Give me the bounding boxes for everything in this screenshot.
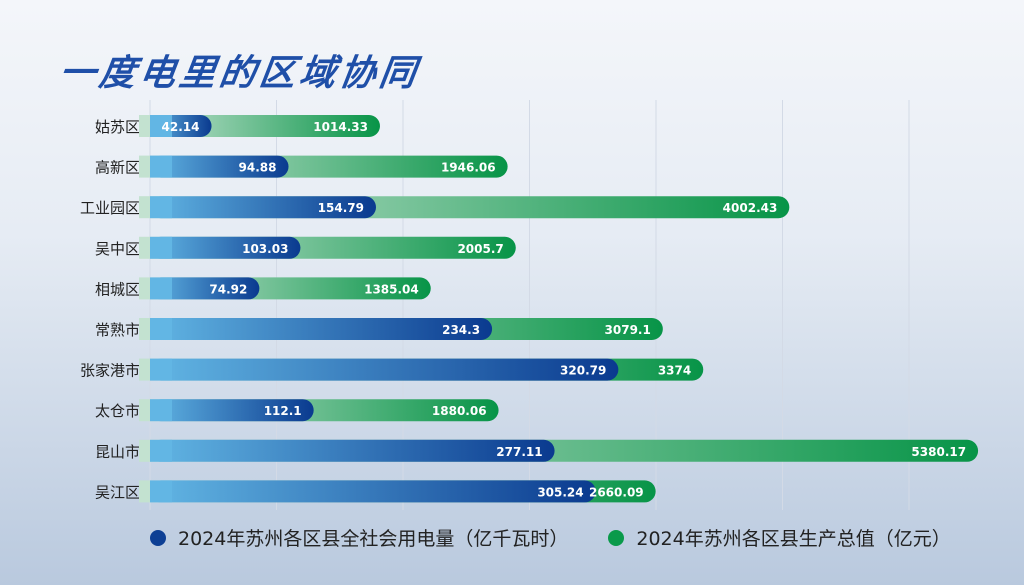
category-label: 常熟市: [95, 321, 140, 339]
legend-dot-blue: [150, 529, 166, 546]
category-label: 张家港市: [80, 362, 140, 380]
data-label-electricity: 154.79: [318, 201, 364, 215]
data-label-electricity: 42.14: [162, 120, 200, 134]
legend-label: 2024年苏州各区县生产总值（亿元）: [636, 528, 951, 550]
category-label: 姑苏区: [95, 118, 140, 136]
category-label: 太仓市: [95, 402, 140, 420]
bar-electricity: [150, 318, 493, 340]
data-label-electricity: 112.1: [264, 404, 302, 418]
data-label-gdp: 4002.43: [723, 201, 778, 215]
data-label-electricity: 74.92: [209, 282, 247, 296]
data-label-gdp: 1014.33: [313, 120, 368, 134]
data-label-gdp: 2005.7: [457, 242, 503, 256]
category-label: 工业园区: [80, 199, 140, 217]
category-label: 高新区: [95, 159, 140, 177]
bar-electricity-start: [150, 277, 172, 300]
data-label-electricity: 320.79: [560, 364, 606, 378]
data-label-gdp: 3374: [658, 364, 691, 378]
data-label-gdp: 1946.06: [441, 161, 496, 175]
bar-electricity-start: [150, 439, 172, 462]
legend-item-electricity: 2024年苏州各区县全社会用电量（亿千瓦时）: [150, 524, 568, 551]
data-label-electricity: 305.24: [537, 485, 583, 499]
bar-electricity: [150, 480, 596, 503]
data-label-gdp: 3079.1: [605, 323, 651, 337]
legend-label: 2024年苏州各区县全社会用电量（亿千瓦时）: [178, 528, 569, 550]
legend-dot-green: [608, 529, 625, 546]
bar-electricity: [150, 236, 301, 259]
bar-electricity-start: [150, 480, 172, 503]
bar-electricity: [150, 399, 314, 422]
legend: 2024年苏州各区县全社会用电量（亿千瓦时） 2024年苏州各区县生产总值（亿元…: [150, 524, 951, 551]
bar-electricity: [150, 439, 555, 462]
bar-electricity: [150, 277, 260, 300]
category-label: 吴江区: [95, 483, 140, 501]
bar-electricity-start: [150, 399, 172, 422]
category-label: 昆山市: [95, 443, 140, 461]
data-label-gdp: 2660.09: [589, 485, 644, 499]
bar-electricity-start: [150, 358, 172, 381]
bar-electricity: [150, 155, 289, 178]
category-label: 相城区: [95, 280, 140, 298]
bar-electricity: [150, 358, 619, 381]
data-label-gdp: 1880.06: [432, 404, 487, 418]
data-label-gdp: 5380.17: [911, 445, 966, 459]
data-label-electricity: 234.3: [442, 323, 480, 337]
bar-electricity-start: [150, 155, 172, 178]
data-label-electricity: 277.11: [496, 445, 542, 459]
bar-electricity-start: [150, 115, 172, 137]
category-label: 吴中区: [95, 240, 140, 258]
legend-item-gdp: 2024年苏州各区县生产总值（亿元）: [608, 524, 951, 551]
bar-electricity: [150, 196, 376, 219]
bar-electricity-start: [150, 236, 172, 259]
bar-electricity-start: [150, 196, 172, 219]
bar-electricity-start: [150, 318, 172, 340]
data-label-electricity: 103.03: [242, 242, 288, 256]
data-label-electricity: 94.88: [239, 161, 277, 175]
data-label-gdp: 1385.04: [364, 282, 419, 296]
